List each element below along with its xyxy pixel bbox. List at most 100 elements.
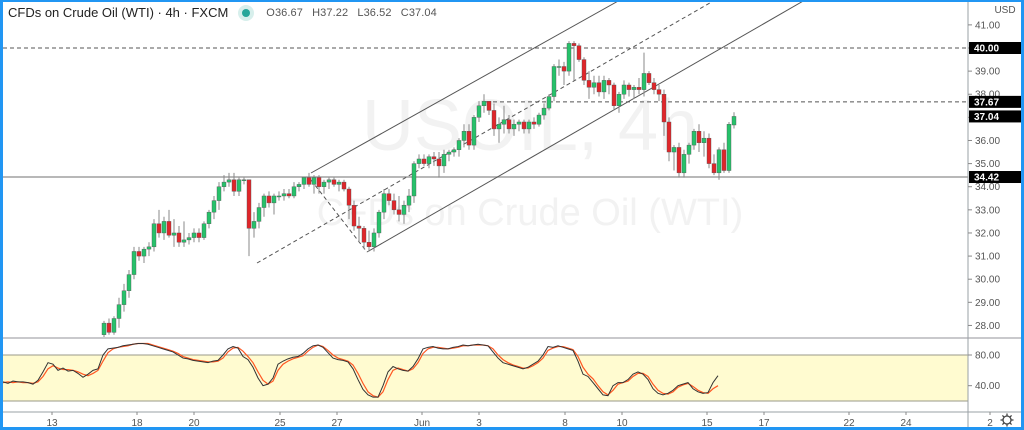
candle-up — [291, 186, 297, 197]
candle-down — [656, 89, 662, 95]
price-tag-label: 34.42 — [974, 173, 999, 184]
time-tick-label: 20 — [188, 418, 200, 429]
candle-up — [406, 195, 412, 206]
price-tick-label: 32.00 — [975, 228, 1000, 239]
candle-up — [206, 211, 212, 224]
trendlines[interactable] — [256, 0, 806, 264]
candle-down — [486, 100, 492, 111]
price-tick-label: 30.00 — [975, 275, 1000, 286]
candle-up — [141, 248, 147, 257]
indicator-band — [3, 355, 968, 401]
candle-up — [281, 193, 287, 197]
candle-down — [386, 193, 392, 201]
candle-down — [636, 87, 642, 90]
candle-down — [576, 45, 582, 60]
candle-up — [616, 94, 622, 106]
candle-down — [286, 193, 292, 197]
candle-up — [701, 137, 707, 143]
candle-up — [301, 177, 307, 185]
time-axis[interactable]: 13 18 20 25 27 Jun 3 8 10 15 17 22 24 2 — [46, 412, 993, 429]
candle-up — [126, 274, 132, 291]
candle-down — [346, 188, 352, 206]
candle-down — [491, 110, 497, 130]
indicator-tick-label: 80.00 — [975, 351, 1000, 362]
price-tick-label: 38.00 — [975, 90, 1000, 101]
price-tick-label: 39.00 — [975, 67, 1000, 78]
price-tag-label: 37.04 — [974, 112, 999, 123]
time-tick-label: 8 — [562, 418, 568, 429]
candle-down — [331, 179, 337, 185]
candle-down — [196, 232, 202, 238]
candle-up — [381, 193, 387, 213]
candle-down — [571, 43, 577, 46]
candle-down — [721, 149, 727, 171]
candle-up — [131, 251, 137, 275]
candle-down — [366, 242, 372, 248]
candle-down — [706, 137, 712, 164]
candle-up — [471, 117, 477, 146]
candle-up — [516, 121, 522, 125]
candle-up — [296, 184, 302, 187]
candle-up — [111, 318, 117, 333]
time-tick-label: 22 — [843, 418, 855, 429]
trendline[interactable] — [310, 0, 621, 174]
candle-up — [326, 179, 332, 183]
candle-up — [481, 100, 487, 107]
candles — [101, 41, 737, 337]
candle-down — [176, 232, 182, 243]
settings-button[interactable] — [1000, 413, 1014, 427]
stoch-k-line — [2, 342, 719, 398]
candle-down — [466, 131, 472, 146]
candle-up — [221, 181, 227, 187]
candle-down — [581, 59, 587, 81]
candle-up — [496, 124, 502, 130]
candle-up — [311, 177, 317, 185]
trendline[interactable] — [310, 179, 368, 253]
candle-up — [546, 96, 552, 109]
candle-down — [506, 119, 512, 130]
candle-up — [256, 207, 262, 222]
price-tick-label: 35.00 — [975, 159, 1000, 170]
candle-up — [371, 232, 377, 248]
candle-up — [591, 82, 597, 88]
candle-up — [536, 114, 542, 125]
candle-down — [676, 147, 682, 174]
candle-up — [446, 151, 452, 155]
candle-up — [211, 200, 217, 213]
candle-up — [401, 205, 407, 215]
candle-down — [646, 73, 652, 83]
candle-down — [711, 163, 717, 174]
market-status-icon — [242, 8, 251, 17]
low-value: L36.52 — [357, 6, 392, 19]
close-value: C37.04 — [400, 6, 437, 19]
candle-up — [271, 195, 277, 204]
candle-down — [626, 84, 632, 90]
price-tick-label: 28.00 — [975, 321, 1000, 332]
candle-up — [426, 156, 432, 164]
candle-up — [726, 124, 732, 171]
horizontal-levels[interactable] — [3, 47, 968, 178]
candle-up — [416, 158, 422, 164]
price-tick-label: 36.00 — [975, 136, 1000, 147]
open-value: O36.67 — [266, 6, 303, 19]
trendline[interactable] — [366, 0, 806, 253]
time-tick-label: 17 — [758, 418, 770, 429]
indicator-axis[interactable]: 80.00 40.00 — [968, 351, 1000, 393]
time-tick-label: 3 — [476, 418, 482, 429]
candle-down — [531, 121, 537, 125]
symbol-title[interactable]: CFDs on Crude Oil (WTI) · 4h · FXCM — [8, 5, 229, 20]
price-tag — [969, 110, 1021, 123]
candle-down — [611, 84, 617, 106]
candle-up — [101, 322, 107, 335]
candle-down — [606, 80, 612, 86]
candle-up — [681, 154, 687, 174]
candle-up — [631, 87, 637, 90]
candle-down — [246, 179, 252, 229]
candle-up — [601, 80, 607, 93]
price-tick-label: 31.00 — [975, 252, 1000, 263]
candle-up — [191, 232, 197, 238]
price-axis[interactable]: USD 41.0040.0039.0038.0037.0036.0035.003… — [968, 5, 1021, 332]
candle-up — [236, 179, 242, 192]
indicator-tick-label: 40.00 — [975, 381, 1000, 392]
